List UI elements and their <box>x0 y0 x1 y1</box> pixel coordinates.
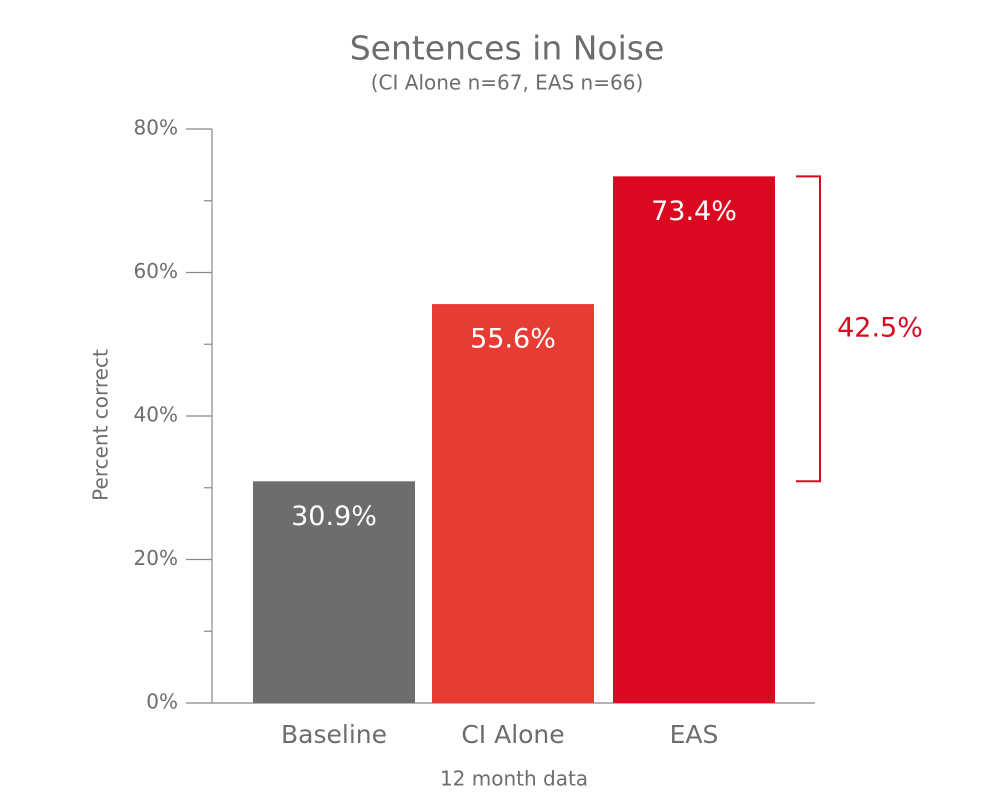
value-label: 55.6% <box>470 324 556 355</box>
x-tick-label: EAS <box>670 720 719 749</box>
y-tick-label: 40% <box>134 403 178 427</box>
y-axis-label: Percent correct <box>89 349 113 501</box>
bracket-label: 42.5% <box>837 312 923 343</box>
x-tick-label: CI Alone <box>461 720 564 749</box>
bar <box>432 304 594 703</box>
x-tick-label: Baseline <box>281 720 387 749</box>
chart-subtitle: (CI Alone n=67, EAS n=66) <box>371 71 644 95</box>
bar <box>253 481 415 703</box>
y-tick-label: 0% <box>146 690 178 714</box>
bar <box>613 176 775 704</box>
y-tick-label: 80% <box>134 116 178 140</box>
chart-title: Sentences in Noise <box>350 29 665 68</box>
x-axis-label: 12 month data <box>440 767 588 791</box>
value-label: 73.4% <box>651 196 737 227</box>
y-tick-label: 20% <box>134 546 178 570</box>
value-label: 30.9% <box>291 501 377 532</box>
bracket <box>796 175 821 483</box>
y-tick-label: 60% <box>134 259 178 283</box>
